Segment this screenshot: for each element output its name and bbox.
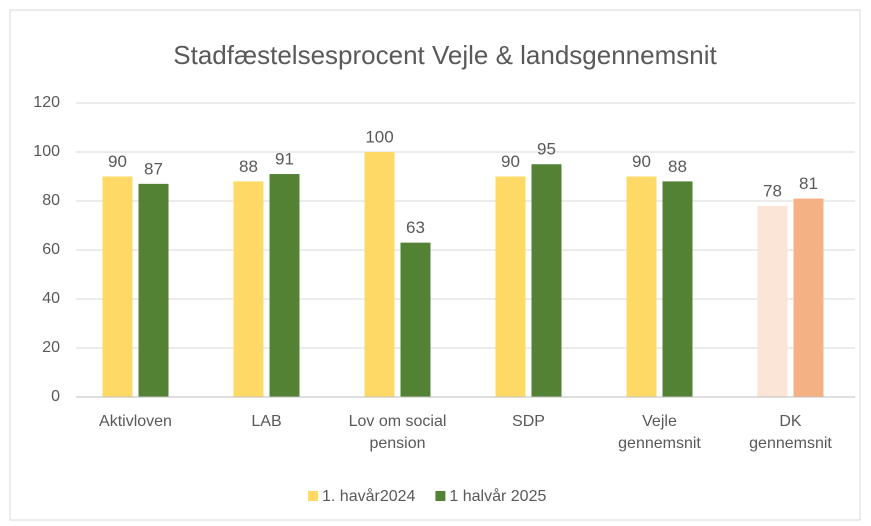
x-tick-label: Vejle gennemsnit xyxy=(618,413,701,452)
x-tick-label: Lov om social pension xyxy=(348,413,447,452)
data-label: 90 xyxy=(632,152,651,171)
x-tick-label: SDP xyxy=(512,413,545,430)
data-label: 78 xyxy=(763,181,782,200)
bar xyxy=(400,242,431,397)
data-label: 90 xyxy=(108,152,127,171)
y-tick-label: 0 xyxy=(51,388,60,405)
legend-label: 1 halvår 2025 xyxy=(449,487,546,505)
bar xyxy=(757,205,788,397)
chart-title: Stadfæstelsesprocent Vejle & landsgennem… xyxy=(173,40,717,70)
y-tick-label: 80 xyxy=(42,192,60,209)
y-tick-label: 20 xyxy=(42,339,60,356)
legend-swatch xyxy=(308,491,318,501)
legend-swatch xyxy=(435,491,446,501)
data-label: 100 xyxy=(365,127,393,146)
data-label: 87 xyxy=(144,159,163,178)
bar xyxy=(233,181,264,397)
bar xyxy=(102,176,133,397)
data-label: 91 xyxy=(275,150,294,169)
bar xyxy=(364,152,395,397)
y-tick-label: 60 xyxy=(42,241,60,258)
x-tick-label: LAB xyxy=(251,413,282,430)
bar xyxy=(269,174,300,397)
bar xyxy=(138,183,169,397)
x-tick-label: Aktivloven xyxy=(99,413,172,430)
bar xyxy=(662,181,693,397)
x-tick-label: DK gennemsnit xyxy=(749,413,832,452)
data-label: 63 xyxy=(406,218,425,237)
y-tick-label: 100 xyxy=(33,143,60,160)
data-label: 88 xyxy=(239,157,258,176)
data-label: 81 xyxy=(799,174,818,193)
data-label: 95 xyxy=(537,140,556,159)
bar xyxy=(495,176,526,397)
data-label: 90 xyxy=(501,152,520,171)
bar xyxy=(793,198,824,397)
bar xyxy=(626,176,657,397)
bar xyxy=(531,164,562,397)
legend-label: 1. havår2024 xyxy=(322,487,416,505)
data-label: 88 xyxy=(668,157,687,176)
y-tick-label: 40 xyxy=(42,290,60,307)
y-tick-label: 120 xyxy=(33,94,60,111)
